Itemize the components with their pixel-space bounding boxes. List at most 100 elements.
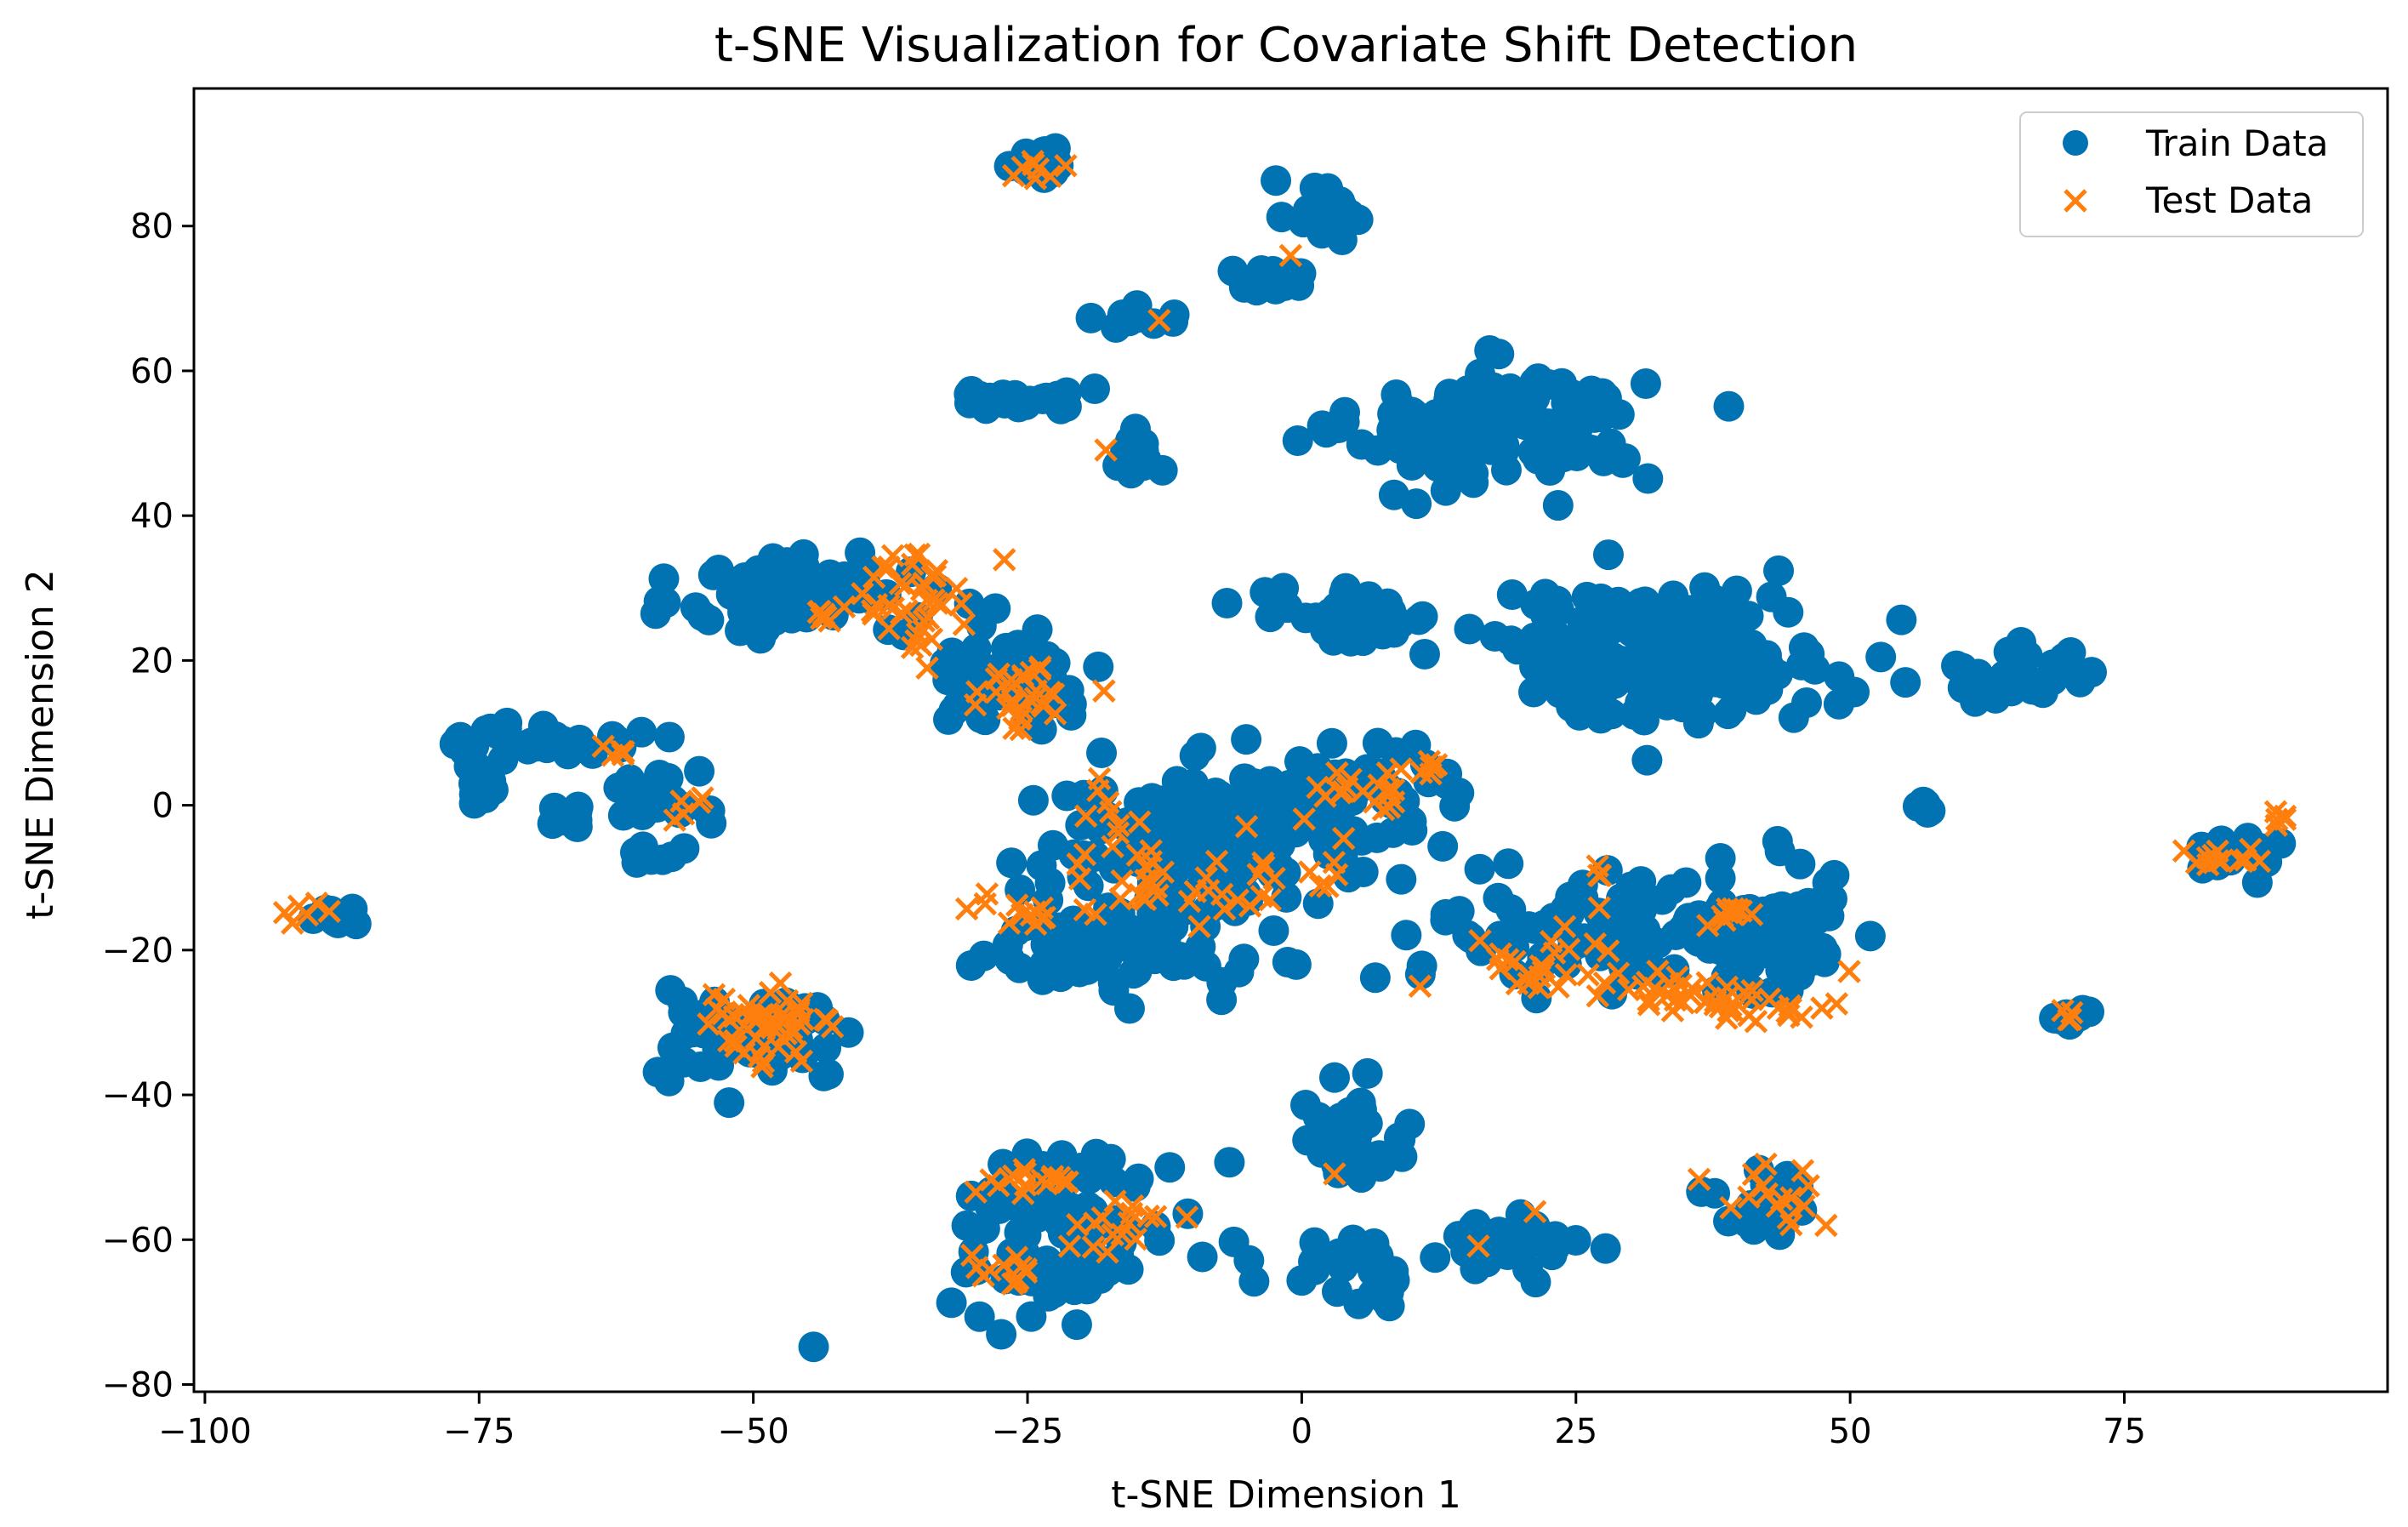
train-point [1144, 1225, 1176, 1256]
train-point [1581, 609, 1613, 641]
train-point [653, 721, 685, 753]
test-point [1136, 869, 1161, 892]
test-point [1023, 686, 1048, 710]
train-point [1158, 911, 1189, 943]
train-point [1529, 578, 1561, 610]
train-point [1016, 1301, 1047, 1332]
test-point [1606, 961, 1631, 985]
test-point [1010, 903, 1034, 926]
test-point [1108, 886, 1133, 911]
train-point [641, 792, 673, 823]
train-point [1890, 667, 1921, 698]
y-tick-label: −40 [102, 1076, 174, 1115]
test-point [716, 1028, 741, 1053]
train-point [1489, 1223, 1520, 1255]
test-point [1592, 971, 1617, 995]
train-point [1512, 1253, 1544, 1285]
test-point [1325, 761, 1349, 785]
y-tick-label: −60 [102, 1221, 174, 1260]
train-point [1075, 302, 1107, 333]
train-point [1692, 631, 1723, 663]
train-point [2029, 666, 2061, 698]
test-point [766, 1034, 790, 1059]
test-point [1665, 965, 1689, 989]
train-point [1617, 917, 1648, 949]
train-point [1540, 1221, 1571, 1252]
train-point [1454, 613, 1485, 645]
train-point [1255, 772, 1286, 804]
test-point [1616, 977, 1641, 1002]
train-point [1189, 813, 1221, 845]
test-point [1125, 843, 1150, 867]
test-point [1094, 438, 1118, 462]
test-point [954, 897, 979, 921]
train-point [1079, 373, 1111, 405]
train-point [1405, 431, 1437, 463]
test-point [1792, 1194, 1816, 1218]
train-point [1542, 490, 1574, 521]
train-point [648, 563, 680, 595]
train-point [1346, 429, 1377, 460]
train-point [1819, 859, 1850, 891]
x-tick-label: −50 [717, 1412, 788, 1451]
test-point [1101, 1222, 1125, 1247]
test-point [1516, 963, 1540, 987]
test-point [2264, 813, 2288, 837]
train-point [1083, 651, 1114, 682]
train-point [968, 940, 999, 971]
test-point [1637, 993, 1661, 1017]
test-point [1635, 970, 1659, 994]
train-point [1086, 738, 1118, 769]
test-point [1687, 1167, 1711, 1192]
test-point [915, 656, 939, 680]
legend: Train Data Test Data [2019, 111, 2364, 237]
train-point [1910, 794, 1942, 825]
train-point [1439, 790, 1471, 822]
train-point [1804, 886, 1836, 917]
test-point [758, 981, 783, 1005]
test-point [1371, 797, 1396, 822]
train-point [839, 574, 870, 606]
train-point [1034, 867, 1066, 898]
train-point [1352, 1057, 1383, 1089]
train-point [655, 975, 686, 1006]
test-point [1331, 826, 1356, 851]
x-tick-label: −25 [992, 1412, 1063, 1451]
test-point [1367, 773, 1391, 797]
train-point [1332, 823, 1363, 855]
train-point [1290, 1090, 1322, 1121]
test-point [1825, 992, 1849, 1016]
train-point [1595, 428, 1626, 459]
train-point [1037, 829, 1068, 861]
train-point [1657, 594, 1688, 625]
test-point [1016, 687, 1041, 710]
test-point [1721, 999, 1745, 1023]
train-point [1602, 586, 1634, 618]
train-point [1632, 463, 1664, 494]
train-point [1316, 727, 1347, 759]
test-point [1740, 978, 1764, 1003]
test-point [992, 1253, 1016, 1278]
train-point [1306, 181, 1337, 213]
train-point [1325, 1103, 1357, 1134]
test-point [783, 1040, 808, 1064]
test-point [1143, 1205, 1168, 1228]
test-point [1196, 878, 1221, 903]
train-point [1420, 1242, 1451, 1273]
train-point [1601, 650, 1632, 681]
train-point [1773, 596, 1804, 628]
test-point [1175, 1205, 1199, 1229]
train-point [1238, 1266, 1270, 1297]
test-point [317, 899, 341, 924]
train-point [714, 1087, 745, 1119]
train-point [1136, 815, 1168, 846]
test-point [2184, 851, 2209, 875]
train-point [1785, 649, 1817, 681]
train-point [1383, 388, 1415, 419]
test-point [1014, 1257, 1039, 1281]
y-axis: −80 −60 −40 −20 0 20 40 60 80 [102, 208, 194, 1404]
x-tick-label: 0 [1291, 1412, 1312, 1451]
train-point [1047, 1217, 1079, 1249]
train-point [1561, 632, 1592, 664]
